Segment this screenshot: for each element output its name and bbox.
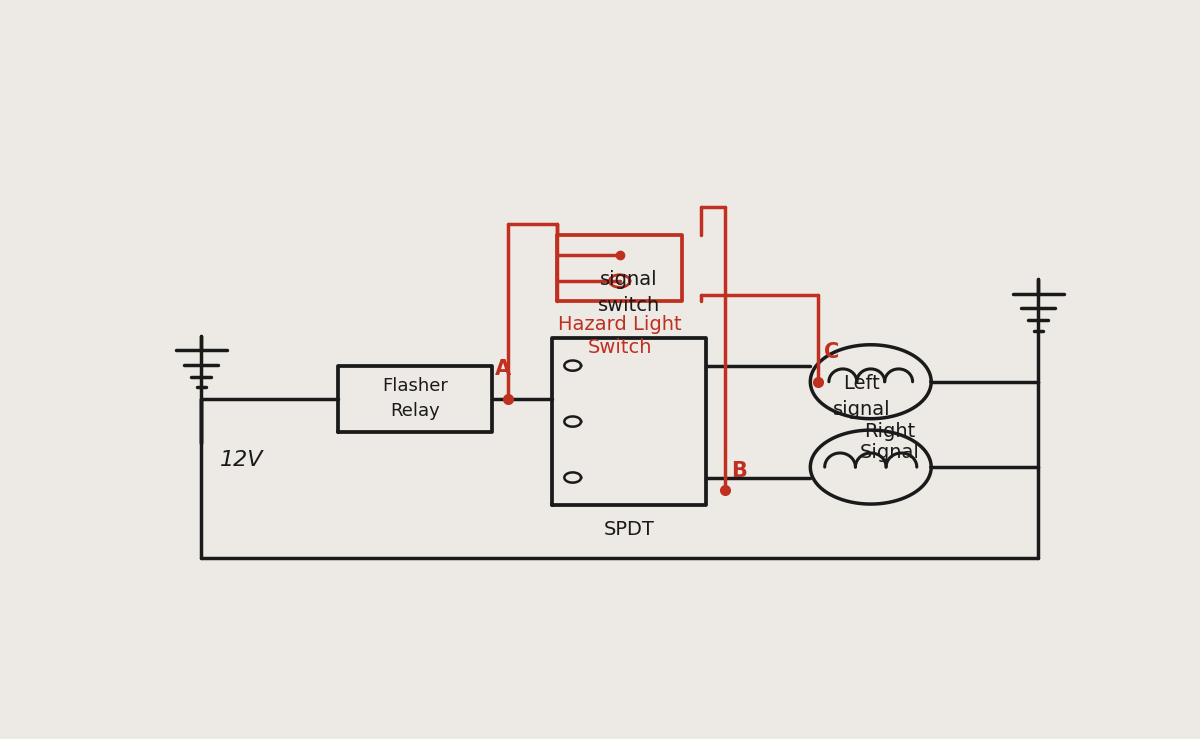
- Text: Left: Left: [844, 374, 880, 393]
- Text: A: A: [496, 359, 511, 379]
- Text: 12V: 12V: [220, 450, 263, 470]
- Text: switch: switch: [598, 296, 660, 315]
- Text: Right: Right: [864, 421, 914, 440]
- Text: signal: signal: [600, 270, 658, 289]
- Text: Relay: Relay: [390, 402, 440, 420]
- Text: signal: signal: [833, 400, 890, 419]
- Text: Switch: Switch: [588, 338, 652, 357]
- Text: SPDT: SPDT: [604, 520, 654, 539]
- Text: B: B: [731, 461, 746, 481]
- Text: C: C: [824, 342, 839, 362]
- Text: Hazard Light: Hazard Light: [558, 315, 682, 334]
- Text: Flasher: Flasher: [382, 378, 448, 395]
- Text: Signal: Signal: [859, 443, 919, 462]
